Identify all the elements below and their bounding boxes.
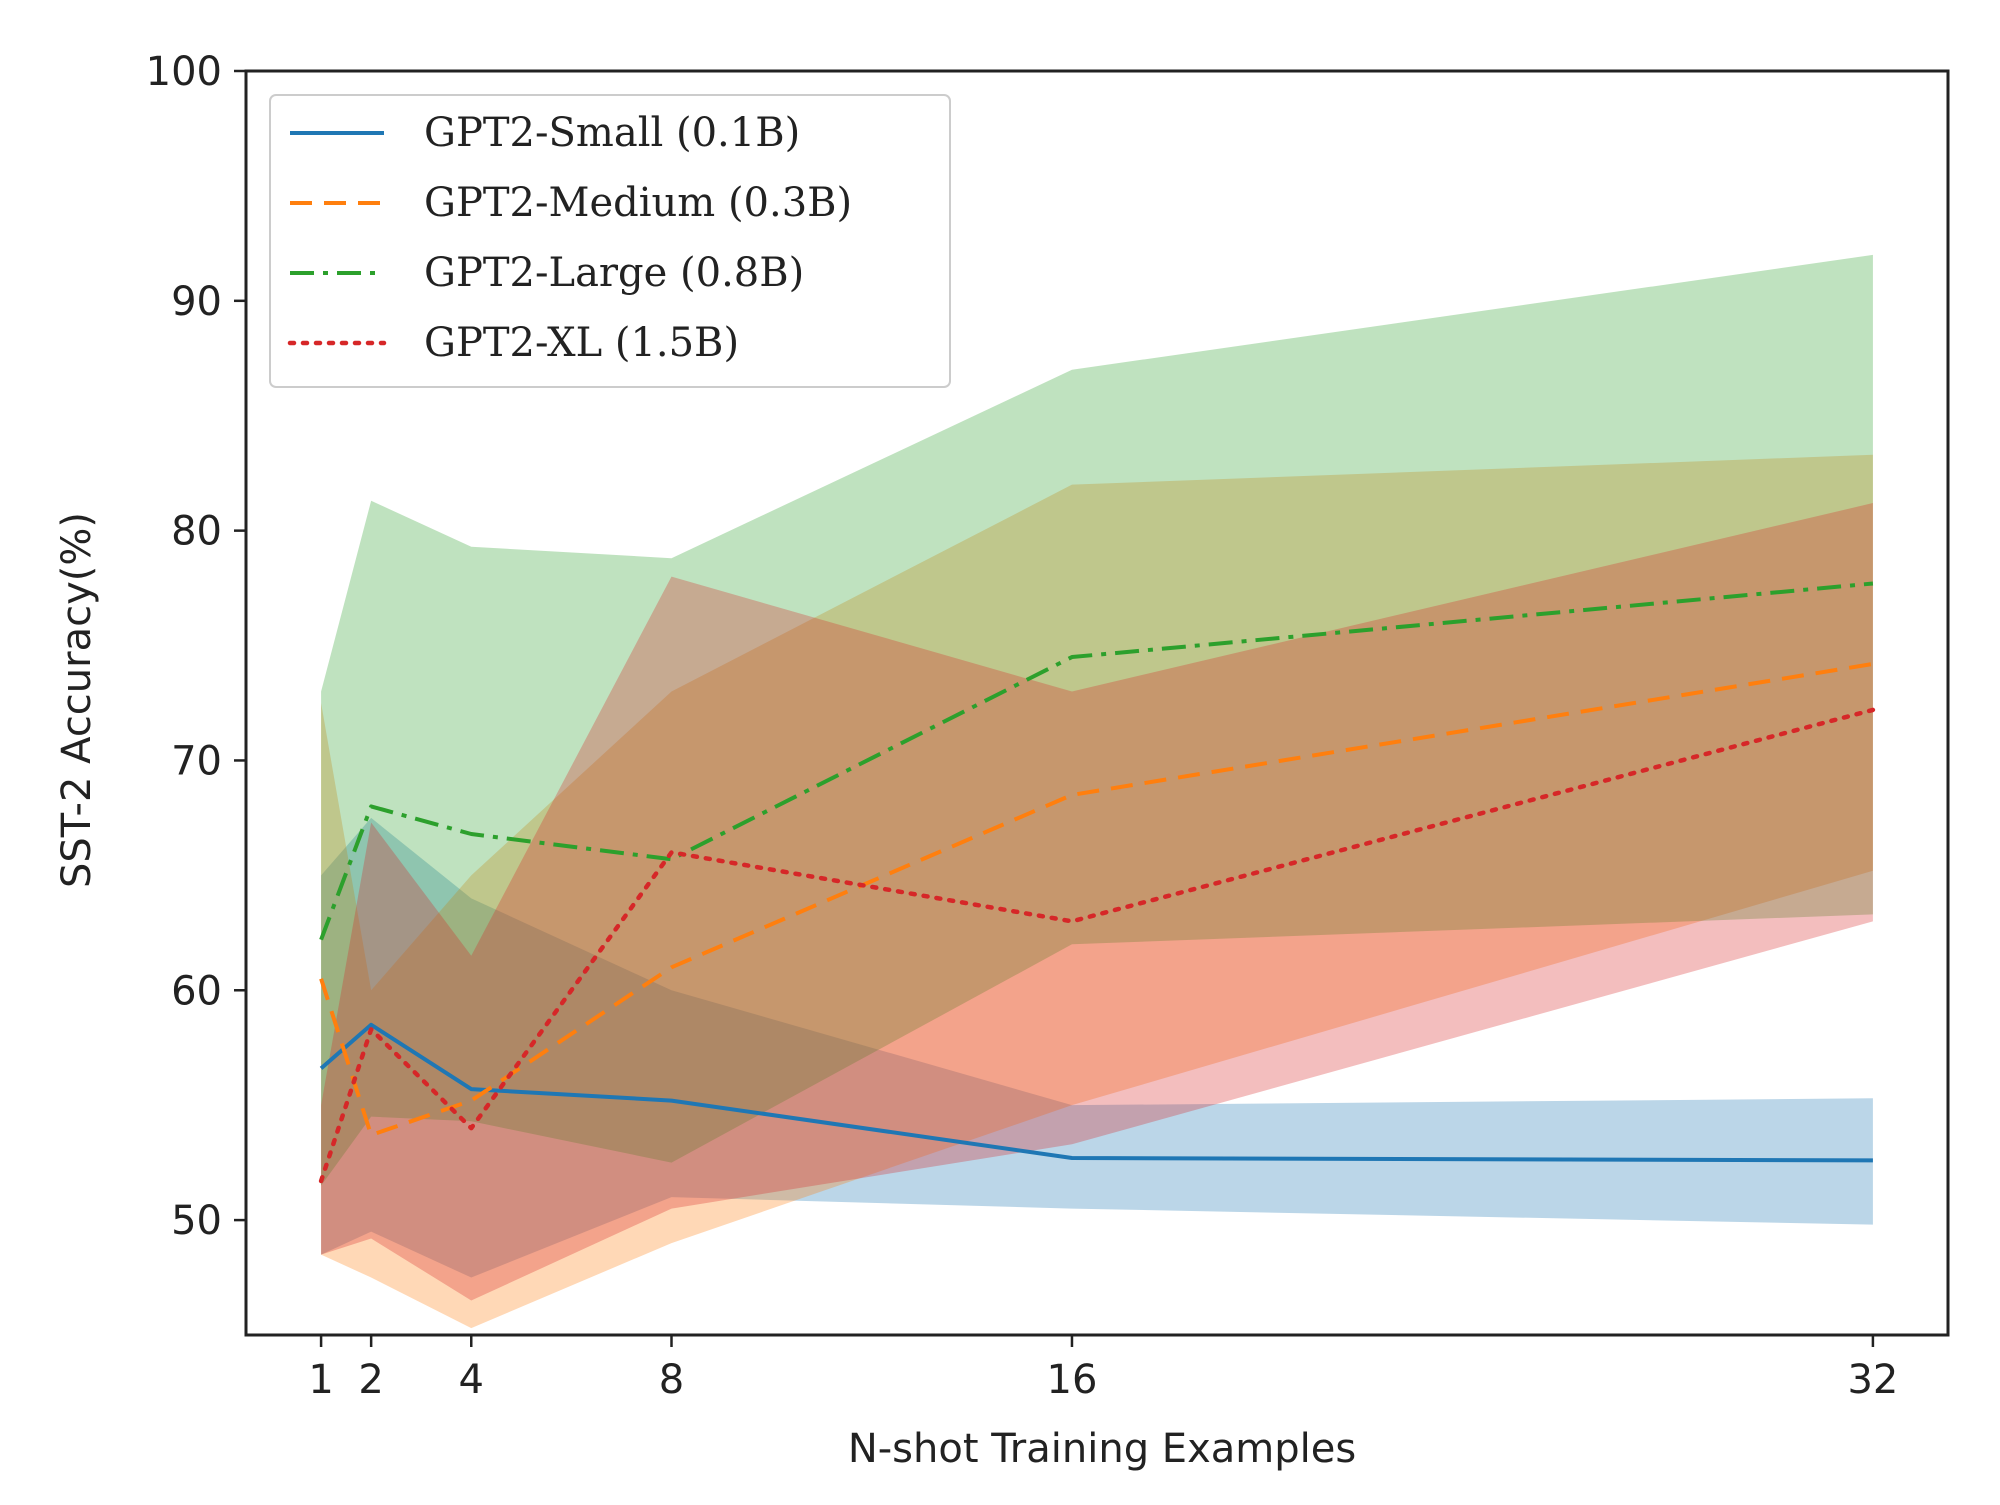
y-tick-label-50: 50 <box>171 1198 222 1244</box>
x-tick-label-16: 16 <box>1047 1357 1098 1403</box>
line-series-3 <box>319 581 1874 941</box>
line-series-1 <box>319 1022 1873 1163</box>
legend-label-1: GPT2-Small (0.1B) <box>424 110 800 156</box>
line-series-4 <box>318 707 1876 1184</box>
plot-frame <box>244 69 1950 1337</box>
y-tick-label-80: 80 <box>171 509 222 555</box>
x-tick-label-4: 4 <box>459 1357 484 1403</box>
band-series-1 <box>321 817 1873 1278</box>
x-axis-label: N-shot Training Examples <box>848 1426 1356 1472</box>
band-series-2 <box>321 454 1873 1329</box>
series-lines <box>318 581 1876 1184</box>
legend-items: GPT2-Small (0.1B) GPT2-Medium (0.3B) GPT2-… <box>287 110 852 366</box>
legend-label-3: GPT2-Large (0.8B) <box>424 250 804 296</box>
x-axis-ticks: 1 2 4 8 16 32 <box>308 1335 1898 1403</box>
x-tick-label-2: 2 <box>358 1357 383 1403</box>
legend: GPT2-Small (0.1B) GPT2-Medium (0.3B) GPT2-… <box>269 94 951 388</box>
y-axis-label: SST-2 Accuracy(%) <box>54 512 100 888</box>
x-tick-label-1: 1 <box>308 1357 333 1403</box>
y-axis-ticks: 50 60 70 80 90 100 <box>146 49 246 1244</box>
y-tick-label-70: 70 <box>171 738 222 784</box>
y-tick-label-60: 60 <box>171 968 222 1014</box>
x-tick-label-32: 32 <box>1847 1357 1898 1403</box>
legend-label-2: GPT2-Medium (0.3B) <box>424 180 852 226</box>
band-series-4 <box>321 503 1873 1301</box>
x-tick-label-8: 8 <box>659 1357 684 1403</box>
legend-box <box>269 94 951 388</box>
legend-label-4: GPT2-XL (1.5B) <box>424 320 739 366</box>
y-tick-label-100: 100 <box>146 49 222 95</box>
axes <box>244 69 1950 1337</box>
y-tick-label-90: 90 <box>171 279 222 325</box>
line-series-2 <box>319 661 1874 1138</box>
